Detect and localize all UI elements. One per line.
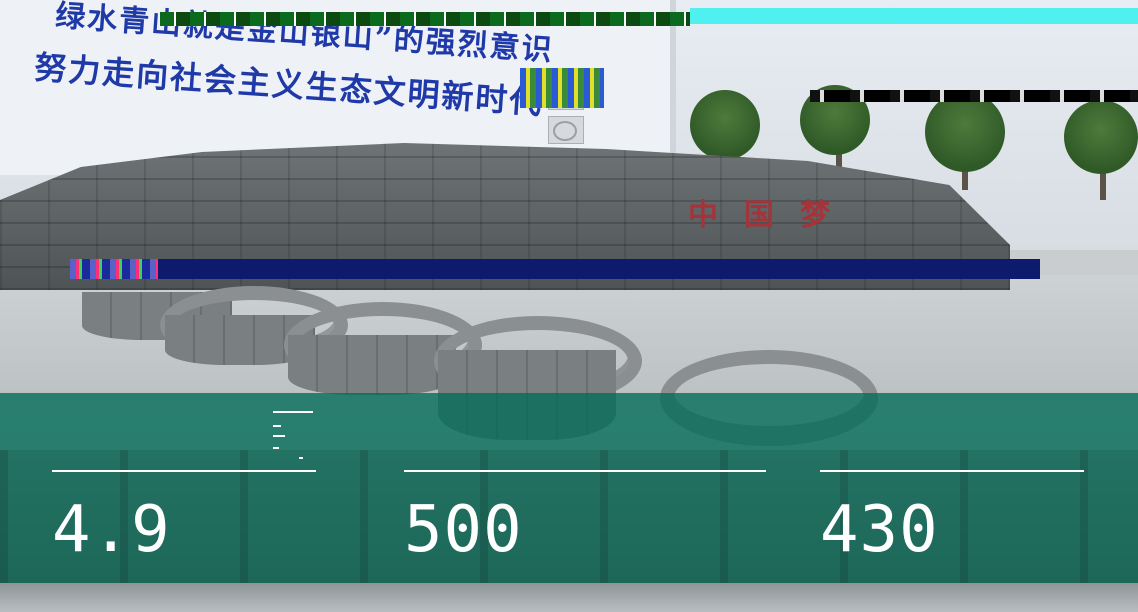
stat-value: 4.9 [52,493,171,567]
glitch-strip [70,259,158,279]
glitch-strip [810,90,1138,102]
tree [1064,100,1138,174]
foreground-blocks-edge [0,583,1138,612]
air-conditioner-unit [548,116,584,144]
glitch-strip [520,68,604,108]
stat-value: 500 [404,493,523,567]
overlay-mark-icon [273,411,313,461]
tree [925,92,1005,172]
glitch-strip [690,8,1138,24]
stat-divider [404,470,766,472]
tree [690,90,760,160]
stat-divider [820,470,1084,472]
glitch-band [70,259,1040,279]
stat-value: 430 [820,493,939,567]
stat-divider [52,470,316,472]
block-ring [288,335,456,395]
wall-sign: 中国梦 [688,198,856,233]
tree-trunk [836,125,842,185]
glitch-strip [160,12,690,26]
